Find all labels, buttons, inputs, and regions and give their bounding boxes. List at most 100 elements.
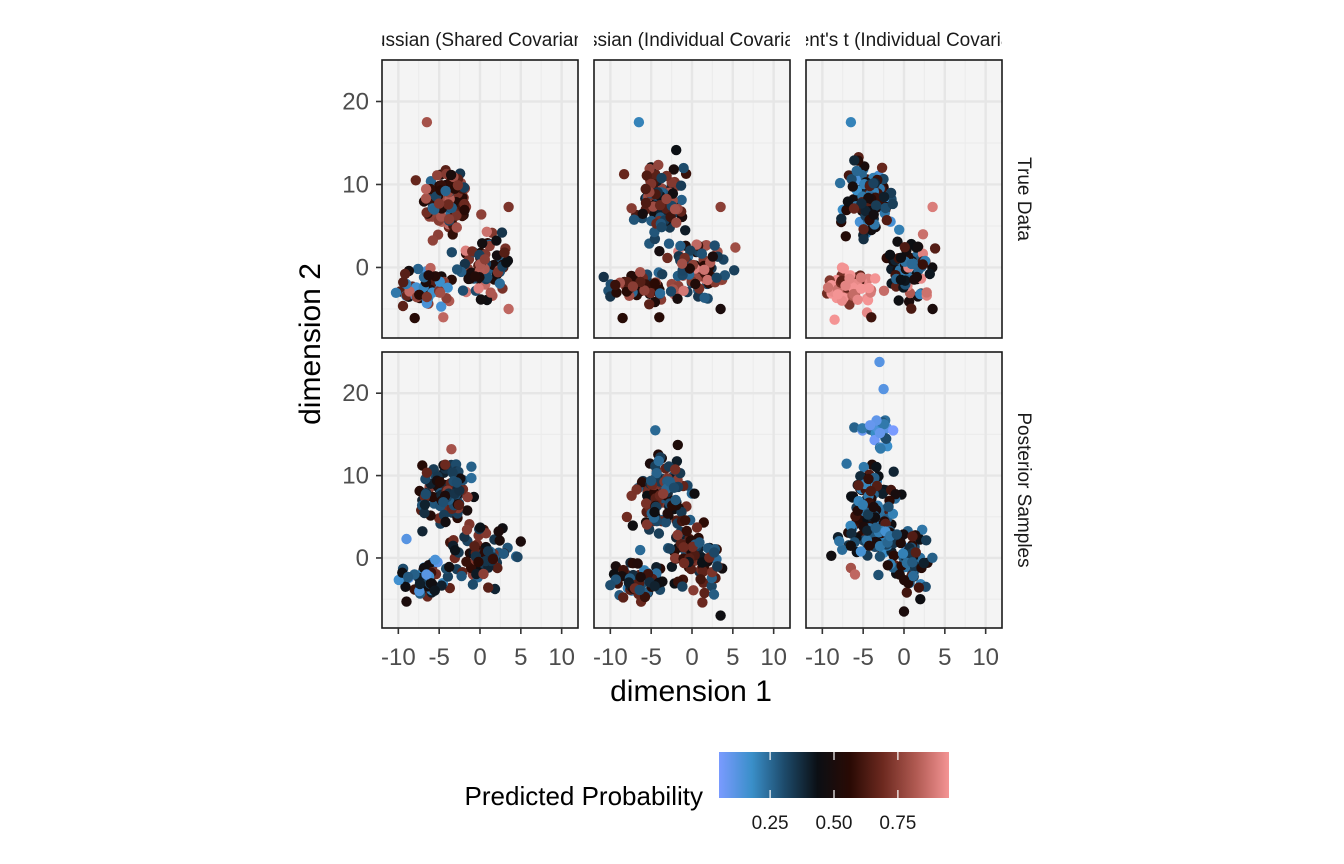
- data-point: [420, 489, 431, 500]
- data-point: [913, 582, 925, 593]
- y-tick-label: 10: [342, 171, 369, 198]
- data-point: [438, 312, 449, 323]
- x-tick-label: 5: [514, 644, 527, 671]
- data-point: [656, 221, 667, 233]
- data-point: [707, 251, 718, 262]
- panel-points: [826, 356, 938, 617]
- data-point: [610, 279, 621, 291]
- data-point: [397, 300, 409, 312]
- data-point: [875, 443, 886, 454]
- data-point: [479, 254, 490, 265]
- legend-tick-label: 0.75: [879, 813, 916, 834]
- data-point: [863, 282, 875, 294]
- data-point: [917, 229, 929, 240]
- data-point: [617, 312, 628, 324]
- data-point: [644, 299, 655, 310]
- data-point: [433, 198, 445, 209]
- data-point: [697, 597, 708, 608]
- data-point: [487, 553, 499, 565]
- data-point: [654, 246, 665, 257]
- data-point: [466, 472, 477, 484]
- x-tick-label: -10: [593, 644, 628, 671]
- data-point: [635, 571, 646, 583]
- legend-tick-label: 0.25: [752, 813, 789, 834]
- panel-points: [390, 117, 514, 324]
- x-tick-label: -5: [852, 644, 873, 671]
- data-point: [658, 488, 669, 499]
- legend-title: Predicted Probability: [465, 781, 703, 811]
- data-point: [605, 580, 616, 591]
- data-point: [845, 520, 856, 531]
- data-point: [675, 180, 687, 191]
- data-point: [868, 178, 879, 189]
- data-point: [477, 238, 488, 249]
- data-point: [654, 312, 665, 323]
- data-point: [895, 274, 907, 285]
- data-point: [699, 587, 710, 599]
- data-point: [420, 183, 432, 195]
- data-point: [436, 301, 447, 312]
- data-point: [897, 548, 909, 559]
- data-point: [666, 561, 678, 572]
- data-point: [709, 547, 720, 558]
- legend-ticks: 0.25 0.50 0.75: [752, 752, 916, 834]
- data-point: [927, 303, 938, 315]
- data-point: [715, 303, 726, 315]
- data-point: [633, 117, 645, 128]
- data-point: [461, 556, 472, 567]
- data-point: [906, 258, 917, 270]
- data-point: [462, 491, 473, 503]
- data-point: [699, 264, 710, 275]
- data-point: [906, 303, 917, 314]
- data-point: [871, 461, 882, 473]
- panel: [806, 351, 1002, 628]
- data-point: [847, 181, 858, 192]
- data-point: [598, 271, 609, 283]
- x-tick-label: -10: [805, 644, 840, 671]
- y-tick-label: 20: [342, 88, 369, 115]
- data-point: [467, 579, 479, 590]
- data-point: [664, 543, 676, 554]
- data-point: [670, 494, 681, 506]
- data-point: [429, 585, 440, 596]
- data-point: [696, 248, 708, 259]
- data-point: [654, 288, 666, 299]
- data-point: [832, 289, 844, 300]
- data-point: [626, 203, 637, 214]
- data-point: [684, 263, 695, 274]
- data-point: [434, 476, 446, 488]
- data-point: [653, 159, 664, 171]
- data-point: [421, 569, 432, 580]
- data-point: [456, 570, 467, 582]
- data-point: [840, 280, 851, 291]
- data-point: [447, 467, 458, 478]
- data-point: [401, 596, 412, 607]
- data-point: [672, 439, 683, 451]
- data-point: [826, 550, 837, 561]
- data-point: [461, 524, 473, 535]
- data-point: [494, 535, 505, 546]
- data-point: [888, 466, 899, 477]
- data-point: [436, 211, 447, 222]
- data-point: [689, 488, 700, 499]
- data-point: [677, 581, 688, 592]
- data-point: [864, 420, 876, 431]
- data-point: [653, 528, 665, 539]
- data-point: [634, 584, 645, 596]
- data-point: [449, 545, 461, 556]
- data-point: [399, 268, 411, 280]
- strip-label-column: Gaussian (Individual Covariance): [552, 30, 832, 51]
- data-point: [907, 531, 918, 542]
- data-point: [882, 560, 893, 571]
- data-point: [498, 548, 509, 559]
- data-point: [678, 285, 689, 296]
- data-point: [473, 283, 484, 294]
- data-point: [421, 117, 433, 128]
- data-point: [729, 265, 740, 276]
- data-point: [443, 214, 455, 225]
- data-point: [453, 499, 465, 511]
- data-point: [390, 287, 402, 298]
- data-point: [501, 257, 512, 268]
- panel-border: [593, 59, 791, 339]
